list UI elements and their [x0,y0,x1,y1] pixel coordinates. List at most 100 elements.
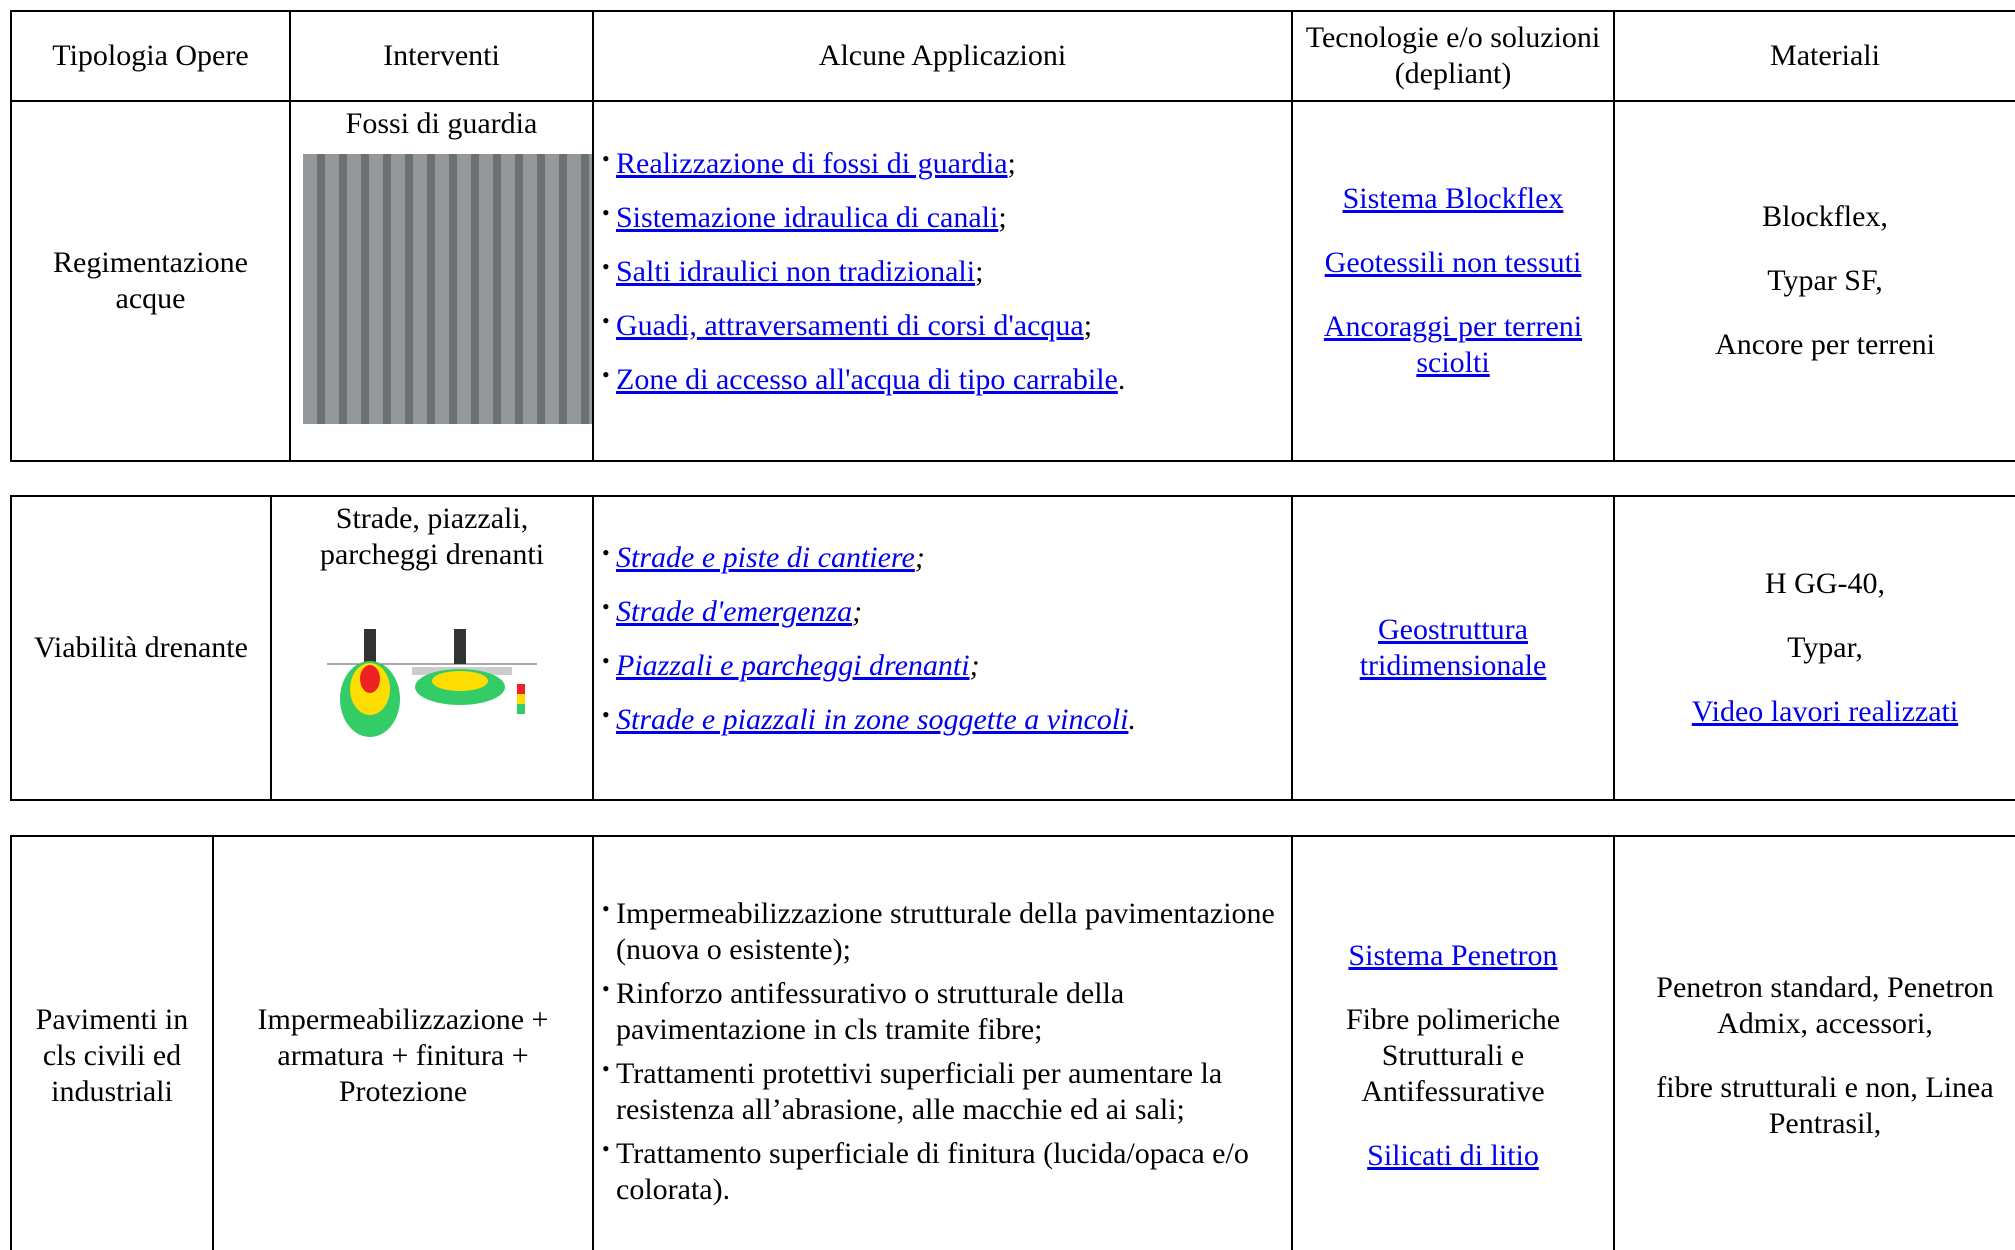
materiali-text: Typar SF, [1767,264,1883,297]
tipologia: Viabilità drenante [10,495,272,801]
tipologia: Pavimenti in cls civili ed industriali [10,835,214,1250]
materiali-item: H GG-40, [1623,566,2015,602]
photo [303,154,592,424]
materiali-text: Blockflex, [1762,200,1888,233]
diagram [327,629,537,737]
applicazioni-list: Impermeabilizzazione strutturale della p… [602,896,1283,1208]
applicazione-punct: ; [1083,309,1093,342]
applicazione-punct: . [1117,363,1126,396]
header-cell: Tecnologie e/o soluzioni (depliant) [1291,10,1615,102]
tecnologie-link[interactable]: Sistema Blockflex [1342,182,1564,215]
materiali-item: Ancore per terreni [1623,327,2015,363]
applicazione-punct: ; [975,255,984,288]
applicazione-link[interactable]: Strade e piazzali in zone soggette a vin… [616,703,1129,736]
tecnologie-link[interactable]: Sistema Penetron [1348,939,1558,972]
tecnologie-item: Geostruttura tridimensionale [1301,612,1605,684]
applicazione-text: Trattamenti protettivi superficiali per … [616,1057,1223,1126]
applicazione: Realizzazione di fossi di guardia; [602,146,1283,182]
materiali: H GG-40, Typar, Video lavori realizzati [1613,495,2015,801]
applicazione: Impermeabilizzazione strutturale della p… [602,896,1283,968]
body-row: Pavimenti in cls civili ed industriali Im… [10,835,2015,1250]
applicazione: Rinforzo antifessurativo o strutturale d… [602,976,1283,1048]
applicazione: Guadi, attraversamenti di corsi d'acqua; [602,308,1283,344]
tecnologie-item: Silicati di litio [1301,1138,1605,1174]
materiali-text: Ancore per terreni [1715,328,1935,361]
applicazione-link[interactable]: Strade e piste di cantiere [616,541,915,574]
applicazione: Zone di accesso all'acqua di tipo carrab… [602,362,1283,398]
applicazione: Strade e piste di cantiere; [602,540,1283,576]
interventi: Fossi di guardia [289,100,594,462]
applicazione-link[interactable]: Sistemazione idraulica di canali [616,201,999,234]
tecnologie: Sistema Blockflex Geotessili non tessuti A… [1291,100,1615,462]
materiali-text: Typar, [1787,631,1863,664]
materiali-item: Typar, [1623,630,2015,666]
applicazione-link[interactable]: Zone di accesso all'acqua di tipo carrab… [616,363,1118,396]
tecnologie-link[interactable]: Silicati di litio [1367,1139,1539,1172]
applicazione-link[interactable]: Realizzazione di fossi di guardia [616,147,1008,180]
applicazione-link[interactable]: Strade d'emergenza [616,595,853,628]
applicazione-punct: ; [1007,147,1016,180]
applicazione: Trattamento superficiale di finitura (lu… [602,1136,1283,1208]
tecnologie-item: Geotessili non tessuti [1301,245,1605,281]
applicazione-link[interactable]: Piazzali e parcheggi drenanti [616,649,970,682]
applicazione-punct: . [1128,703,1136,736]
materiali-text: fibre strutturali e non, Linea Pentrasil… [1656,1071,1994,1140]
applicazione: Strade e piazzali in zone soggette a vin… [602,702,1283,738]
applicazione-punct: ; [914,541,925,574]
interventi-text: Impermeabilizzazione + armatura + finitu… [257,1003,549,1108]
applicazioni-list: Realizzazione di fossi di guardia;Sistem… [602,146,1283,398]
applicazione-link[interactable]: Guadi, attraversamenti di corsi d'acqua [616,309,1084,342]
tecnologie-link[interactable]: Geotessili non tessuti [1324,246,1582,279]
materiali-item: Penetron standard, Penetron Admix, acces… [1623,970,2015,1042]
applicazioni-list: Strade e piste di cantiere;Strade d'emer… [602,540,1283,738]
section-table: Pavimenti in cls civili ed industriali Im… [10,835,2015,1250]
materiali-text: Penetron standard, Penetron Admix, acces… [1656,971,1994,1040]
tecnologie: Sistema Penetron Fibre polimeriche Strutt… [1291,835,1615,1250]
tecnologie-item: Sistema Blockflex [1301,181,1605,217]
tecnologie-link[interactable]: Geostruttura tridimensionale [1359,613,1547,682]
applicazione: Strade d'emergenza; [602,594,1283,630]
tecnologie-item: Sistema Penetron [1301,938,1605,974]
header-cell: Alcune Applicazioni [592,10,1293,102]
applicazioni: Impermeabilizzazione strutturale della p… [592,835,1293,1250]
tecnologie-link[interactable]: Ancoraggi per terreni sciolti [1323,310,1583,379]
interventi-text: Strade, piazzali, parcheggi drenanti [319,502,545,571]
applicazione: Trattamenti protettivi superficiali per … [602,1056,1283,1128]
applicazione-text: Trattamento superficiale di finitura (lu… [616,1137,1249,1206]
applicazione-punct: ; [998,201,1007,234]
applicazione-link[interactable]: Salti idraulici non tradizionali [616,255,976,288]
interventi: Strade, piazzali, parcheggi drenanti [270,495,594,801]
materiali: Blockflex, Typar SF, Ancore per terreni [1613,100,2015,462]
interventi-text: Fossi di guardia [345,107,538,140]
tipologia: Regimentazione acque [10,100,291,462]
applicazioni: Strade e piste di cantiere;Strade d'emer… [592,495,1293,801]
section-table: Tipologia Opere Interventi Alcune Applicaz… [10,10,2015,462]
header-cell: Materiali [1613,10,2015,102]
tecnologie-item: Fibre polimeriche Strutturali e Antifess… [1301,1002,1605,1110]
tecnologie-text: Fibre polimeriche Strutturali e Antifess… [1345,1003,1561,1108]
applicazioni: Realizzazione di fossi di guardia;Sistem… [592,100,1293,462]
body-row: Viabilità drenante Strade, piazzali, parc… [10,495,2015,801]
applicazione: Salti idraulici non tradizionali; [602,254,1283,290]
applicazione-punct: ; [969,649,980,682]
materiali-text: H GG-40, [1765,567,1885,600]
header-cell: Tipologia Opere [10,10,291,102]
section-table: Viabilità drenante Strade, piazzali, parc… [10,495,2015,801]
materiali-link[interactable]: Video lavori realizzati [1691,695,1959,728]
tecnologie-item: Ancoraggi per terreni sciolti [1301,309,1605,381]
applicazione: Piazzali e parcheggi drenanti; [602,648,1283,684]
materiali-item: Typar SF, [1623,263,2015,299]
materiali-item: Blockflex, [1623,199,2015,235]
materiali: Penetron standard, Penetron Admix, acces… [1613,835,2015,1250]
applicazione-punct: ; [852,595,863,628]
body-row: Regimentazione acque Fossi di guardia Real… [10,100,2015,462]
header-cell: Interventi [289,10,594,102]
materiali-item: fibre strutturali e non, Linea Pentrasil… [1623,1070,2015,1142]
applicazione-text: Rinforzo antifessurativo o strutturale d… [616,977,1125,1046]
applicazione: Sistemazione idraulica di canali; [602,200,1283,236]
applicazione-text: Impermeabilizzazione strutturale della p… [616,897,1275,966]
materiali-item: Video lavori realizzati [1623,694,2015,730]
tecnologie: Geostruttura tridimensionale [1291,495,1615,801]
header-row: Tipologia Opere Interventi Alcune Applicaz… [10,10,2015,102]
